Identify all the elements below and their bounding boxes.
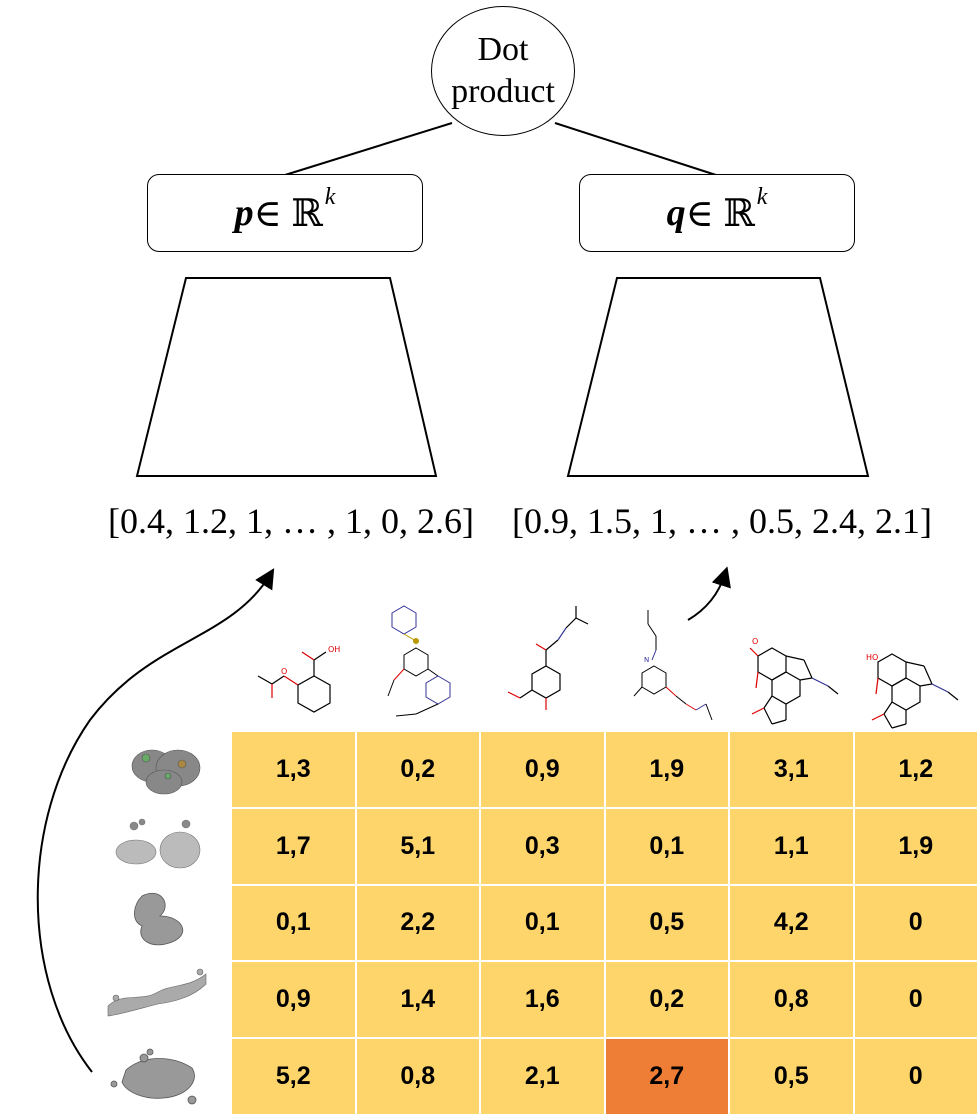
amide-drug-molecule-icon: N (633, 610, 713, 721)
aspirin-oh-label: OH (328, 645, 340, 654)
matrix-cell-r1-c2: 0,3 (481, 808, 604, 884)
matrix-cell-r2-c0: 0,1 (232, 885, 355, 961)
matrix-cell-r3-c4: 0,8 (730, 962, 853, 1038)
matrix-cell-r4-c0: 5,2 (232, 1039, 355, 1114)
dot-product-label-line1: Dot (477, 31, 529, 68)
matrix-cell-r3-c3: 0,2 (605, 962, 728, 1038)
protein-vector-relation: ∈ ℝ (253, 192, 323, 235)
protein-vector-dimension: k (324, 183, 336, 210)
protein-embedding-text: [0.4, 1.2, 1, … , 1, 0, 2.6] (108, 501, 474, 541)
interaction-score-matrix: 1,3 0,2 0,9 1,9 3,1 1,2 1,7 5,1 0,3 0,1 … (232, 732, 977, 1114)
molecule-vector-symbol: q (666, 192, 686, 234)
aspirin-molecule-icon: OH O (257, 645, 340, 713)
morphine-molecule-icon: HO (866, 653, 959, 729)
protein-vector-box: p ∈ ℝ k (147, 174, 423, 252)
matrix-cell-r2-c1: 2,2 (356, 885, 479, 961)
matrix-cell-r1-c1: 5,1 (356, 808, 479, 884)
matrix-cell-r2-c3: 0,5 (605, 885, 728, 961)
encoder-right-trapezoid (566, 277, 870, 477)
dot-product-node: Dot product (431, 6, 575, 136)
arrow-molecule-to-right-embedding (687, 566, 731, 621)
matrix-cell-r1-c4: 1,1 (730, 808, 853, 884)
matrix-cell-r2-c2: 0,1 (481, 885, 604, 961)
matrix-cell-r3-c0: 0,9 (232, 962, 355, 1038)
amide-n-label: N (644, 656, 649, 664)
matrix-cell-r0-c2: 0,9 (481, 732, 604, 807)
matrix-cell-r4-c5: 0 (854, 1039, 977, 1114)
molecule-vector-dimension: k (756, 183, 768, 210)
protein-fold-icon (134, 893, 184, 946)
molecule-embedding-text: [0.9, 1.5, 1, … , 0.5, 2.4, 2.1] (512, 501, 932, 541)
matrix-cell-r0-c1: 0,2 (356, 732, 479, 807)
matrix-cell-r3-c2: 1,6 (481, 962, 604, 1038)
molecule-vector-relation: ∈ ℝ (685, 192, 755, 235)
matrix-cell-r1-c0: 1,7 (232, 808, 355, 884)
edge-root-to-q (554, 122, 717, 176)
matrix-cell-r3-c5: 0 (854, 962, 977, 1038)
matrix-cell-r3-c1: 1,4 (356, 962, 479, 1038)
encoder-left-trapezoid (135, 277, 438, 477)
morphine-ho-label: HO (866, 653, 878, 662)
molecule-vector-box: q ∈ ℝ k (579, 174, 855, 252)
protein-vector-symbol: p (234, 192, 254, 234)
matrix-cell-r0-c3: 1,9 (605, 732, 728, 807)
arrow-protein-to-left-embedding (36, 568, 275, 1073)
dot-product-label-line2: product (451, 73, 555, 110)
sulfonamide-drug-molecule-icon (387, 605, 451, 717)
matrix-cell-r4-c2: 2,1 (481, 1039, 604, 1114)
edge-root-to-p (284, 122, 453, 176)
matrix-cell-r0-c5: 1,2 (854, 732, 977, 807)
matrix-cell-r0-c0: 1,3 (232, 732, 355, 807)
codeine-o-label: O (752, 637, 758, 646)
aspirin-o-label: O (281, 667, 287, 676)
matrix-cell-r2-c5: 0 (854, 885, 977, 961)
protein-complex-icon (131, 749, 201, 795)
protein-beta-sheet-icon (110, 1048, 197, 1105)
matrix-cell-r0-c4: 3,1 (730, 732, 853, 807)
protein-elongated-icon (107, 968, 207, 1017)
matrix-cell-highlighted: 2,7 (605, 1039, 728, 1114)
matrix-cell-r2-c4: 4,2 (730, 885, 853, 961)
codeine-molecule-icon: O (749, 637, 839, 725)
matrix-cell-r4-c4: 0,5 (730, 1039, 853, 1114)
salbutamol-molecule-icon (507, 606, 589, 710)
protein-dimer-icon (115, 818, 201, 869)
matrix-cell-r4-c1: 0,8 (356, 1039, 479, 1114)
matrix-cell-r1-c5: 1,9 (854, 808, 977, 884)
matrix-cell-r1-c3: 0,1 (605, 808, 728, 884)
